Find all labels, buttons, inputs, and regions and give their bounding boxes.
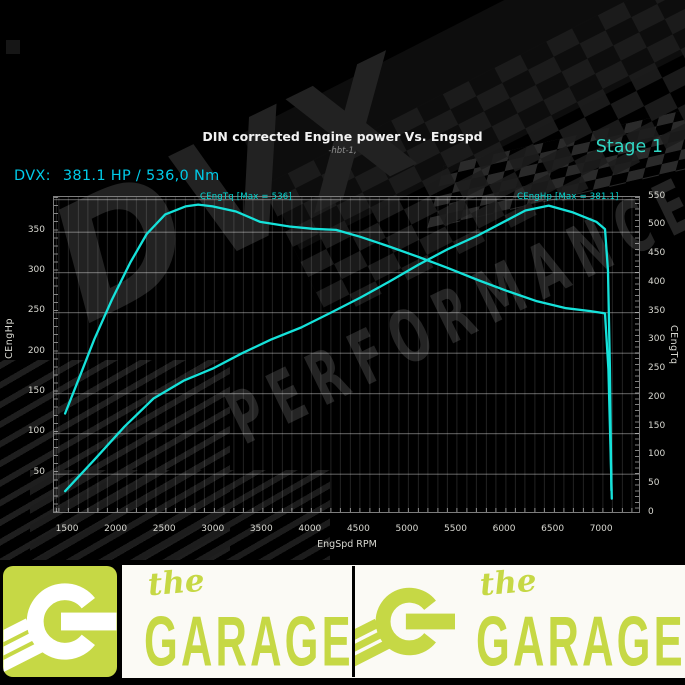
x-axis-tick-label: 5000 (395, 524, 419, 534)
right-axis-tick-label: 150 (648, 420, 666, 431)
result-line: DVX: 381.1 HP / 536,0 Nm (14, 168, 220, 184)
right-axis-tick-label: 350 (648, 305, 666, 316)
wordmark-garage: GARAGE (144, 601, 354, 681)
wrench-g-icon (3, 566, 117, 677)
garage-logo-tile-green (3, 566, 117, 677)
garage-logo-tile-white (352, 566, 455, 677)
x-axis-tick-label: 6500 (541, 524, 565, 534)
x-axis-tick-label: 4500 (346, 524, 370, 534)
right-axis-tick-label: 400 (648, 276, 666, 287)
garage-banner: the GARAGE the GARAGE (0, 560, 685, 685)
right-axis-tick-label: 550 (648, 190, 666, 201)
chart-subtitle: -hbt-1, (328, 146, 357, 156)
left-axis-tick-label: 250 (27, 305, 45, 316)
left-axis-tick-label: 300 (27, 265, 45, 275)
wordmark-the: the (478, 562, 539, 604)
stage-label: Stage 1 (595, 137, 663, 157)
right-axis-tick-label: 50 (648, 478, 660, 489)
right-axis-tick-label: 100 (648, 449, 666, 460)
right-axis-tick-label: 300 (648, 334, 666, 345)
x-axis-tick-label: 4000 (298, 524, 322, 534)
left-axis-tick-label: 350 (27, 224, 45, 235)
x-axis-tick-label: 2500 (152, 524, 176, 534)
chart-title: DIN corrected Engine power Vs. Engspd (202, 129, 483, 144)
left-axis-tick-label: 100 (27, 426, 45, 437)
torque-curve (63, 203, 613, 500)
power-max-annotation: CEngHp [Max = 381.1] (517, 192, 619, 202)
chart-region: DVX PERFORMANCE DIN corrected Engine pow… (0, 0, 685, 560)
left-axis-tick-label: 150 (27, 386, 45, 396)
left-axis-tick-label: 50 (33, 466, 45, 477)
right-axis-title: CEngTq (668, 325, 679, 365)
result-value: 381.1 HP / 536,0 Nm (62, 168, 220, 184)
wordmark-the: the (146, 562, 207, 604)
curves-svg (63, 203, 613, 500)
x-axis-tick-label: 2000 (104, 524, 128, 534)
right-axis-tick-label: 450 (648, 248, 666, 259)
right-axis-tick-label: 250 (648, 363, 666, 374)
torque-max-annotation: CEngTq [Max = 536] (200, 192, 292, 202)
wordmark-garage: GARAGE (476, 601, 685, 681)
x-axis-tick-label: 3000 (201, 524, 225, 534)
right-axis-tick-label: 0 (648, 507, 654, 517)
x-axis-tick-label: 5500 (444, 524, 467, 534)
x-axis-tick-label: 1500 (55, 524, 79, 534)
power-curve (63, 204, 613, 493)
right-axis-tick-label: 500 (648, 219, 666, 230)
x-axis-tick-label: 7000 (589, 524, 613, 534)
result-label: DVX: (14, 168, 51, 184)
x-axis-tick-label: 6000 (492, 524, 516, 534)
left-axis-tick-label: 200 (27, 345, 45, 356)
right-axis-tick-label: 200 (648, 391, 666, 402)
wrench-g-icon (355, 566, 455, 677)
x-axis-tick-label: 3500 (249, 524, 273, 534)
x-axis-title: EngSpd RPM (317, 539, 377, 550)
